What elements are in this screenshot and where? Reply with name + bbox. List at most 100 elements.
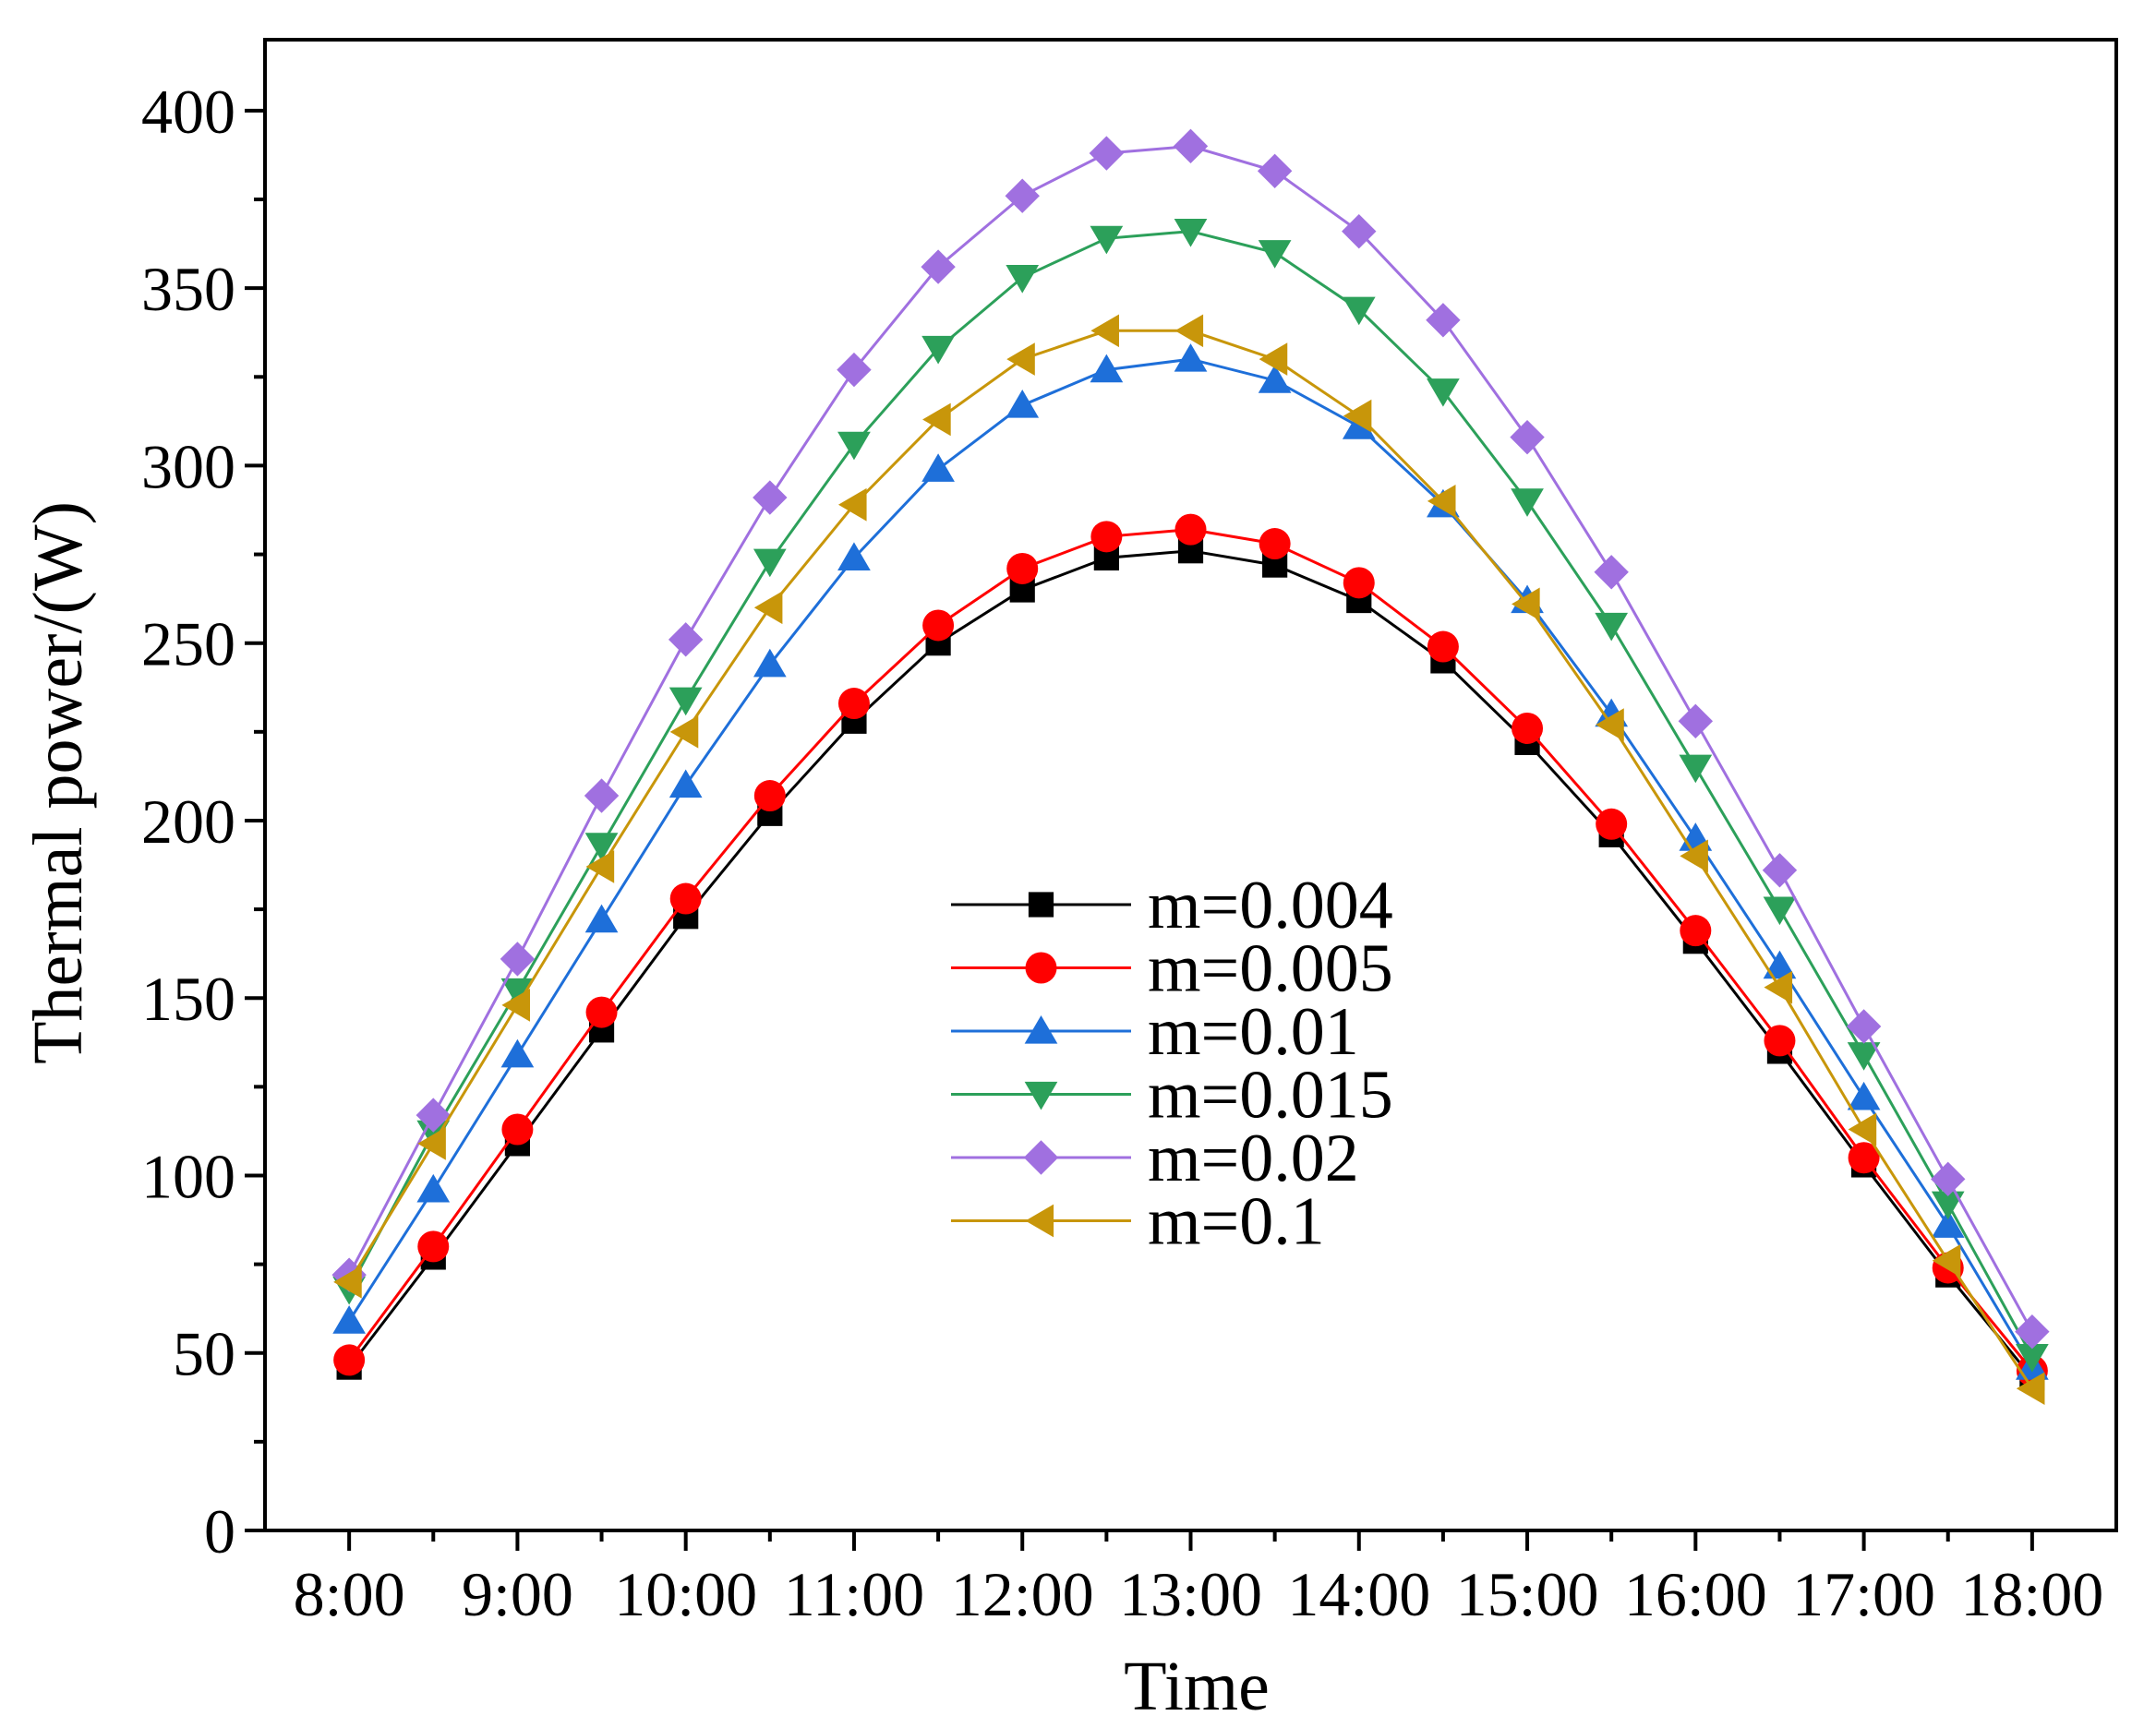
data-point xyxy=(500,942,536,977)
data-point xyxy=(2016,1372,2045,1406)
x-tick-label: 8:00 xyxy=(294,1559,405,1629)
y-tick-label: 100 xyxy=(141,1141,235,1211)
data-point xyxy=(1512,712,1544,744)
data-point xyxy=(1257,153,1293,188)
y-axis: 0 50 100 150 200 250 300 350 400 xyxy=(141,77,265,1566)
y-tick-label: 0 xyxy=(204,1496,235,1566)
data-point xyxy=(1847,1081,1881,1110)
data-point xyxy=(921,453,955,482)
legend-item: m=0.02 xyxy=(951,1121,1359,1196)
data-point xyxy=(500,978,535,1007)
data-point xyxy=(416,1173,451,1203)
data-point xyxy=(753,548,787,578)
x-tick-label: 16:00 xyxy=(1624,1559,1767,1629)
data-point xyxy=(753,780,786,812)
data-point xyxy=(921,249,956,284)
data-point xyxy=(1511,488,1544,517)
series-m=0.1 xyxy=(333,314,2045,1406)
x-tick-label: 15:00 xyxy=(1456,1559,1599,1629)
data-point xyxy=(1173,128,1209,164)
data-point xyxy=(2016,1343,2049,1373)
data-point xyxy=(1932,1243,1961,1278)
data-point xyxy=(753,648,787,678)
y-tick-label: 200 xyxy=(141,786,235,857)
series-layer xyxy=(331,128,2050,1406)
series-m=0.02 xyxy=(331,128,2050,1350)
data-point xyxy=(1342,296,1376,326)
data-point xyxy=(1764,970,1793,1004)
data-point xyxy=(669,714,699,749)
data-point xyxy=(1848,1142,1880,1174)
y-tick-label: 50 xyxy=(173,1319,235,1389)
x-tick-label: 11:00 xyxy=(784,1559,924,1629)
data-point xyxy=(500,1038,535,1068)
data-point xyxy=(1762,853,1798,888)
data-point xyxy=(1089,136,1125,171)
data-point xyxy=(1679,754,1713,784)
data-point xyxy=(1090,314,1119,348)
data-point xyxy=(668,687,703,716)
data-point xyxy=(1594,555,1629,590)
data-point xyxy=(1024,1015,1058,1044)
legend-label: m=0.004 xyxy=(1148,868,1393,943)
plot-border xyxy=(263,38,2118,1532)
data-point xyxy=(1931,1161,1966,1197)
data-point xyxy=(1028,892,1054,918)
data-point xyxy=(1259,342,1288,376)
data-point xyxy=(1847,1042,1881,1071)
data-point xyxy=(1342,213,1377,249)
data-point xyxy=(1258,240,1292,269)
data-point xyxy=(1596,808,1628,840)
data-point xyxy=(1763,896,1797,926)
data-point xyxy=(1427,630,1459,663)
data-point xyxy=(1174,219,1208,247)
data-point xyxy=(1006,342,1035,376)
data-point xyxy=(1512,587,1540,621)
data-point xyxy=(1258,365,1292,393)
data-point xyxy=(837,542,871,571)
plot-frame xyxy=(263,38,2118,1532)
data-point xyxy=(1427,485,1456,518)
y-tick-label: 300 xyxy=(141,431,235,501)
legend-label: m=0.01 xyxy=(1148,994,1359,1070)
x-axis: 8:00 9:00 10:00 11:00 12:00 13:00 14:00 15:00 16… xyxy=(294,1530,2103,1629)
x-tick-label: 9:00 xyxy=(462,1559,573,1629)
data-point xyxy=(1764,1025,1796,1057)
data-point xyxy=(1931,1191,1965,1220)
data-point xyxy=(1174,513,1207,546)
legend-item: m=0.005 xyxy=(951,931,1393,1007)
data-point xyxy=(1848,1112,1877,1146)
x-tick-label: 10:00 xyxy=(614,1559,757,1629)
data-point xyxy=(921,335,955,365)
legend-item: m=0.1 xyxy=(951,1184,1325,1260)
data-point xyxy=(1343,567,1375,599)
x-tick-label: 17:00 xyxy=(1792,1559,1935,1629)
data-point xyxy=(669,882,702,915)
x-tick-label: 13:00 xyxy=(1119,1559,1262,1629)
data-point xyxy=(584,833,619,861)
data-point xyxy=(1174,314,1204,348)
legend-item: m=0.004 xyxy=(951,868,1393,943)
data-point xyxy=(922,402,951,437)
data-point xyxy=(1005,178,1040,213)
x-tick-label: 18:00 xyxy=(1960,1559,2103,1629)
legend-label: m=0.02 xyxy=(1148,1121,1359,1196)
data-point xyxy=(753,480,788,515)
data-point xyxy=(1846,1009,1882,1044)
legend-label: m=0.1 xyxy=(1148,1184,1325,1260)
data-point xyxy=(837,352,872,388)
data-point xyxy=(1090,225,1124,255)
data-point xyxy=(837,487,867,522)
legend-label: m=0.005 xyxy=(1148,931,1393,1007)
legend-item: m=0.01 xyxy=(951,994,1359,1070)
data-point xyxy=(1931,1209,1965,1238)
data-point xyxy=(332,1305,366,1334)
data-point xyxy=(1006,390,1040,418)
data-point xyxy=(1678,703,1714,738)
data-point xyxy=(753,591,783,625)
data-point xyxy=(417,1127,446,1160)
data-point xyxy=(668,622,704,657)
x-axis-title: Time xyxy=(1124,1648,1270,1725)
data-point xyxy=(1510,419,1545,455)
data-point xyxy=(1427,378,1460,407)
